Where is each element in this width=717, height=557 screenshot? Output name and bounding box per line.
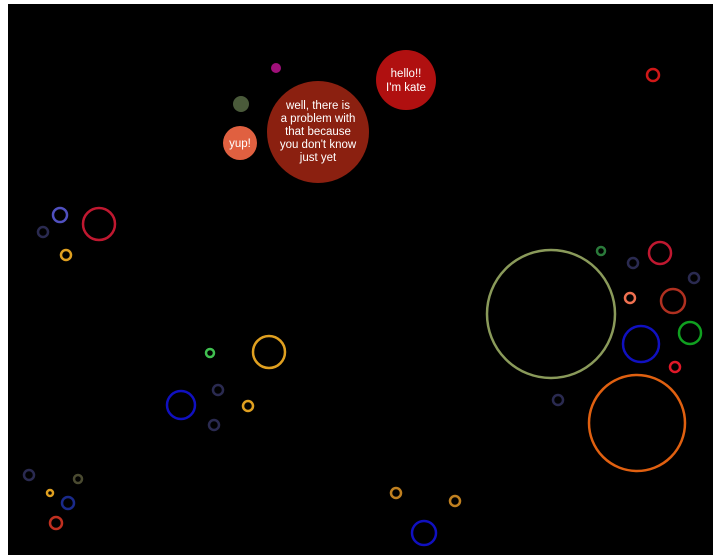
bubble-text: I'm kate — [386, 82, 426, 94]
ring — [36, 225, 50, 239]
ring — [48, 515, 64, 531]
bubble-text: a problem with — [281, 113, 356, 125]
ring — [668, 360, 682, 374]
ring — [389, 486, 403, 500]
dot — [233, 96, 249, 112]
ring — [251, 334, 287, 370]
ring — [687, 271, 701, 285]
ring — [241, 399, 255, 413]
ring — [448, 494, 462, 508]
ring — [207, 418, 221, 432]
ring — [587, 373, 687, 473]
ring — [72, 473, 84, 485]
ring — [51, 206, 69, 224]
ring — [677, 320, 703, 346]
rings — [22, 67, 703, 547]
ring — [626, 256, 640, 270]
ring — [645, 67, 661, 83]
ring — [81, 206, 117, 242]
dot — [271, 63, 281, 73]
bubble-text: that because — [285, 126, 351, 138]
bubble-text: yup! — [229, 138, 251, 150]
ring — [485, 248, 617, 380]
ring — [45, 488, 55, 498]
ring — [211, 383, 225, 397]
ring — [659, 287, 687, 315]
ring — [551, 393, 565, 407]
ring — [623, 291, 637, 305]
ring — [165, 389, 197, 421]
bubble-text: you don't know — [280, 139, 357, 151]
ring — [204, 347, 216, 359]
ring — [22, 468, 36, 482]
speech-bubble — [376, 50, 436, 110]
speech-bubble — [267, 81, 369, 183]
canvas — [8, 4, 713, 555]
bubble-text: just yet — [299, 152, 337, 164]
ring — [60, 495, 76, 511]
ring — [621, 324, 661, 364]
ring — [410, 519, 438, 547]
bubble-text: well, there is — [285, 100, 350, 112]
bubble-text: hello!! — [391, 68, 422, 80]
speech-bubble — [223, 126, 257, 160]
ring — [647, 240, 673, 266]
ring — [595, 245, 607, 257]
ring — [59, 248, 73, 262]
